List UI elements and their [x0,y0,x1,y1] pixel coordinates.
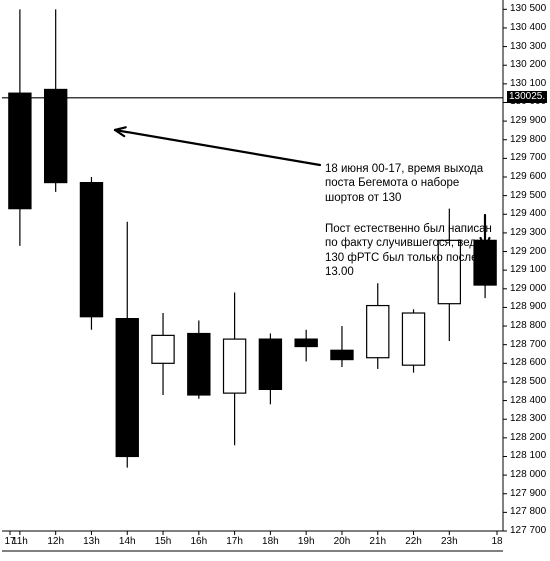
xaxis-label: 17h [226,536,243,547]
chart-canvas [0,0,550,561]
yaxis-label: 128 500 [510,376,546,387]
yaxis-label: 128 100 [510,450,546,461]
yaxis-label: 127 700 [510,525,546,536]
yaxis-label: 129 600 [510,171,546,182]
xaxis-label: 16h [190,536,207,547]
yaxis-label: 130 100 [510,78,546,89]
yaxis-label: 128 000 [510,469,546,480]
yaxis-label: 129 100 [510,264,546,275]
xaxis-label: 22h [405,536,422,547]
yaxis-label: 127 900 [510,488,546,499]
xaxis-label: 18 [491,536,502,547]
xaxis-label: 20h [334,536,351,547]
xaxis-label: 15h [155,536,172,547]
annotation-text: Пост естественно был написан по факту сл… [325,222,495,280]
yaxis-label: 129 400 [510,208,546,219]
yaxis-label: 130 300 [510,41,546,52]
yaxis-label: 128 200 [510,432,546,443]
yaxis-label: 130 200 [510,59,546,70]
xaxis-label: 11h [12,536,28,547]
yaxis-label: 128 900 [510,301,546,312]
yaxis-label: 128 700 [510,339,546,350]
yaxis-label: 127 800 [510,506,546,517]
annotation-text: 18 июня 00-17, время выхода поста Бегемо… [325,162,495,205]
yaxis-label: 129 800 [510,134,546,145]
yaxis-label: 128 800 [510,320,546,331]
yaxis-label: 130 400 [510,22,546,33]
xaxis-label: 23h [441,536,458,547]
yaxis-label: 128 300 [510,413,546,424]
yaxis-label: 129 700 [510,152,546,163]
xaxis-label: 18h [262,536,279,547]
xaxis-label: 14h [119,536,136,547]
yaxis-label: 128 400 [510,395,546,406]
yaxis-label: 129 300 [510,227,546,238]
xaxis-label: 21h [369,536,386,547]
yaxis-label: 129 900 [510,115,546,126]
xaxis-label: 19h [298,536,315,547]
xaxis-label: 13h [83,536,100,547]
yaxis-label: 129 000 [510,283,546,294]
yaxis-label: 128 600 [510,357,546,368]
yaxis-label: 129 500 [510,190,546,201]
price-marker-label: 130025. [507,91,547,103]
yaxis-label: 129 200 [510,246,546,257]
candlestick-chart: 127 700 127 800 127 900 128 000 128 100 128 2… [0,0,550,561]
yaxis-label: 130 500 [510,3,546,14]
xaxis-label: 12h [47,536,64,547]
